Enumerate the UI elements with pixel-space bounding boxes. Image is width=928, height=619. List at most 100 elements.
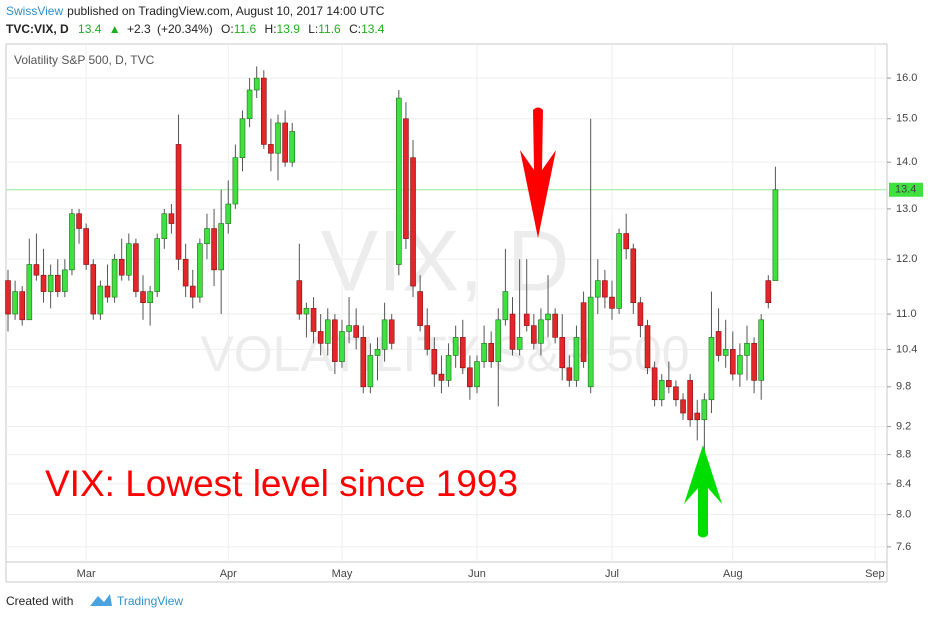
- candle-body: [495, 319, 502, 362]
- candle-body: [268, 144, 274, 154]
- candle-body: [118, 258, 125, 276]
- quote-change: +2.3: [127, 22, 151, 36]
- candle-body: [218, 223, 224, 271]
- footer-created: Created with: [6, 594, 73, 608]
- ohlc-label: C:: [349, 22, 361, 36]
- candle-body: [431, 349, 438, 375]
- logo: [90, 594, 112, 606]
- candle-body: [54, 274, 61, 292]
- candle-body: [12, 291, 18, 315]
- candle-body: [83, 228, 89, 265]
- y-tick-label: 7.6: [896, 541, 911, 553]
- candle-body: [62, 269, 68, 292]
- quote-change-pct: (+20.34%): [157, 22, 213, 36]
- candle-body: [616, 233, 622, 309]
- candle-body: [317, 331, 324, 344]
- candle-body: [97, 285, 104, 315]
- candle-body: [19, 291, 26, 321]
- candle-body: [189, 285, 196, 298]
- y-tick-label: 11.0: [896, 308, 917, 320]
- y-axis: 7.6 8.0 8.4 8.8 9.2 9.8 10.4 11.0 12.0 13.0 14.0 15…: [77, 72, 923, 580]
- ohlc-label: O:: [221, 22, 234, 36]
- watermark: VIX, D: [321, 214, 570, 310]
- candle-body: [69, 213, 75, 271]
- last-price-label: 13.4: [895, 184, 916, 196]
- published: published on TradingView.com, August 10,…: [67, 4, 385, 18]
- candle-body: [353, 325, 359, 338]
- candle-body: [211, 228, 217, 271]
- candle-body: [26, 264, 33, 321]
- candle-body: [154, 238, 161, 292]
- candle-body: [666, 380, 672, 388]
- watermark-sub: VOLATILITY S&P 500: [200, 326, 689, 382]
- candle-body: [346, 325, 352, 332]
- candle-body: [246, 89, 253, 120]
- grid: [6, 44, 887, 562]
- candle-body: [673, 386, 679, 401]
- candle-body: [225, 203, 232, 224]
- candle-body: [296, 280, 303, 315]
- ohlc-label: H:: [265, 22, 277, 36]
- y-tick-label: 9.2: [896, 420, 911, 432]
- candle-body: [644, 325, 651, 369]
- candle-body: [737, 355, 743, 375]
- candle-body: [623, 233, 629, 250]
- quote-line: TVC:VIX, D 13.4 ▲ +2.3 (+20.34%) O:11.6 …: [6, 22, 385, 36]
- candle-body: [424, 325, 431, 350]
- candle-body: [722, 349, 729, 356]
- candle-body: [701, 399, 708, 421]
- candle-body: [161, 213, 168, 239]
- candle-body: [744, 343, 750, 356]
- y-tick-label: 8.8: [896, 448, 911, 460]
- candle-body: [332, 319, 338, 362]
- y-tick-label: 9.8: [896, 381, 911, 393]
- y-tick-label: 14.0: [896, 156, 917, 168]
- y-tick-label: 12.0: [896, 253, 917, 265]
- ohlc-value: 13.9: [277, 22, 301, 36]
- candle-body: [694, 412, 701, 421]
- candle-body: [140, 291, 146, 304]
- candle-body: [90, 264, 97, 315]
- y-tick-label: 13.0: [896, 203, 917, 215]
- candle-body: [765, 280, 772, 304]
- candle-body: [566, 367, 573, 381]
- x-tick-label: Jun: [468, 568, 486, 580]
- y-tick-label: 10.4: [896, 343, 917, 355]
- candle-body: [310, 308, 317, 332]
- candle-body: [459, 337, 466, 369]
- candle-body: [33, 264, 40, 276]
- ohlc-value: 13.4: [361, 22, 385, 36]
- candle-body: [609, 296, 615, 309]
- candle-body: [516, 337, 523, 350]
- candle-body: [339, 331, 345, 362]
- header-line: SwissView published on TradingView.com, A…: [6, 4, 385, 18]
- candle-body: [445, 355, 452, 381]
- candle-body: [40, 274, 47, 292]
- candle-body: [47, 274, 54, 292]
- x-tick-label: Sep: [865, 568, 885, 580]
- candle-body: [133, 243, 139, 292]
- candle-body: [481, 343, 487, 362]
- candle-body: [559, 337, 566, 369]
- candle-body: [253, 77, 260, 91]
- candle-body: [147, 291, 153, 304]
- candle-body: [474, 361, 480, 388]
- candle-body: [261, 77, 267, 145]
- symbol: TVC:VIX, D: [6, 22, 69, 36]
- candle-body: [573, 337, 580, 381]
- candle-body: [104, 285, 111, 298]
- candle-body: [651, 367, 658, 401]
- candle-body: [438, 373, 445, 381]
- candle-body: [410, 157, 416, 287]
- candle-body: [587, 296, 594, 388]
- footer-brand: TradingView: [117, 594, 183, 608]
- candle-body: [367, 355, 374, 388]
- candle-body: [175, 144, 182, 260]
- candle-body: [388, 319, 395, 344]
- candle-body: [282, 122, 288, 163]
- candle-body: [594, 280, 601, 298]
- ohlc-value: 11.6: [234, 22, 257, 36]
- candle-body: [715, 331, 722, 356]
- candle-body: [729, 349, 736, 375]
